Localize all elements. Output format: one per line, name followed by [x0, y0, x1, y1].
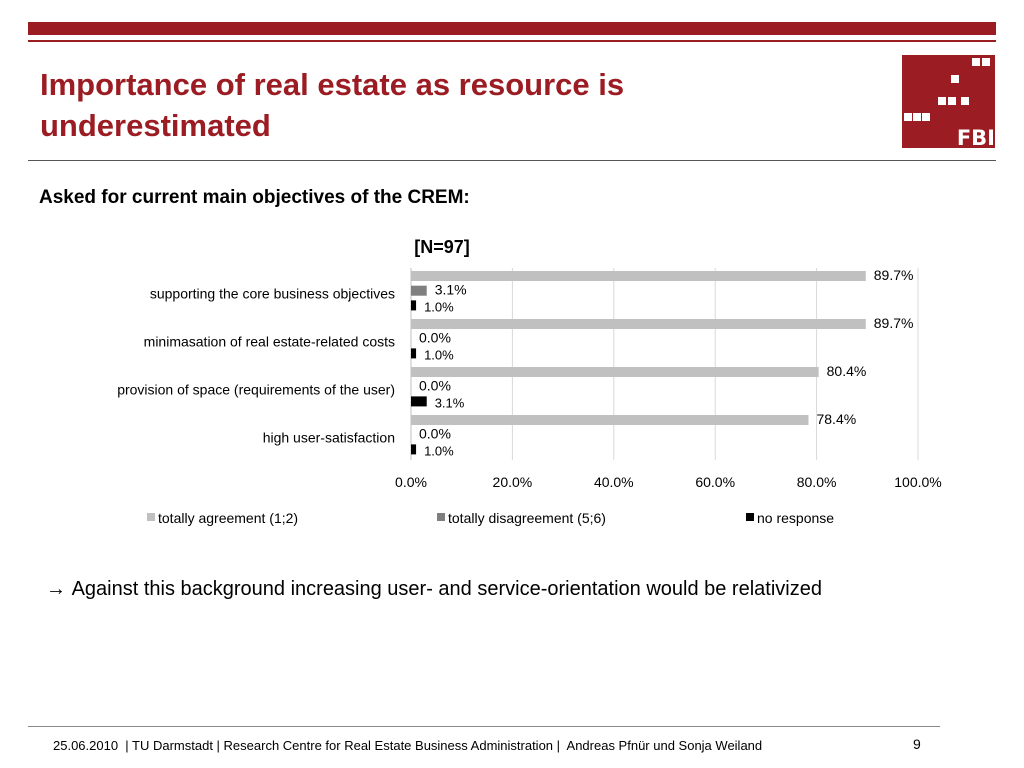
arrow-right-icon: →	[46, 578, 66, 600]
x-tick-label: 60.0%	[695, 474, 735, 490]
data-label: 80.4%	[827, 363, 867, 379]
legend-swatch	[147, 513, 155, 521]
bar	[411, 271, 866, 281]
category-label: high user-satisfaction	[263, 430, 395, 446]
category-label: minimasation of real estate-related cost…	[144, 334, 395, 350]
chart-title: [N=97]	[414, 237, 470, 257]
bar	[411, 348, 417, 359]
chart-question: Asked for current main objectives of the…	[39, 187, 470, 208]
logo-text: FBI	[956, 126, 995, 148]
data-label: 0.0%	[419, 330, 451, 346]
title-separator	[28, 160, 996, 161]
conclusion-text: Against this background increasing user-…	[71, 578, 822, 600]
legend-swatch	[437, 513, 445, 521]
bar	[411, 396, 427, 407]
data-label: 0.0%	[419, 426, 451, 442]
data-label: 0.0%	[419, 378, 451, 394]
data-label: 89.7%	[874, 267, 914, 283]
x-tick-label: 40.0%	[594, 474, 634, 490]
x-tick-label: 20.0%	[493, 474, 533, 490]
data-label: 1.0%	[424, 299, 454, 314]
legend-label: totally agreement (1;2)	[158, 510, 298, 526]
slide-title: Importance of real estate as resource is…	[40, 64, 840, 146]
footer-text: 25.06.2010 | TU Darmstadt | Research Cen…	[53, 738, 763, 753]
x-tick-label: 0.0%	[395, 474, 427, 490]
top-accent-line	[28, 40, 996, 42]
data-label: 3.1%	[435, 395, 465, 410]
x-tick-label: 100.0%	[894, 474, 941, 490]
legend-label: no response	[757, 510, 834, 526]
data-label: 3.1%	[435, 282, 467, 298]
bar	[411, 415, 809, 425]
slide-title-line-1: Importance of real estate as resource is	[40, 67, 625, 102]
conclusion-note: → Against this background increasing use…	[46, 578, 822, 601]
bar	[411, 285, 427, 296]
data-label: 1.0%	[424, 347, 454, 362]
bar	[411, 444, 417, 455]
bar	[411, 319, 866, 329]
category-label: provision of space (requirements of the …	[117, 382, 395, 398]
legend-swatch	[746, 513, 754, 521]
legend-label: totally disagreement (5;6)	[448, 510, 606, 526]
data-label: 89.7%	[874, 315, 914, 331]
bar	[411, 367, 819, 377]
bar	[411, 300, 417, 311]
footer-separator	[28, 726, 940, 727]
slide-title-line-2: underestimated	[40, 108, 271, 143]
page-number: 9	[913, 736, 921, 752]
fbi-logo: FBI	[902, 55, 995, 148]
x-tick-label: 80.0%	[797, 474, 837, 490]
bar-chart: [N=97] 0.0% 20.0% 40.0% 60.0% 80.0% 100.0% supp…	[117, 237, 942, 526]
data-label: 78.4%	[816, 411, 856, 427]
top-accent-bar	[28, 22, 996, 35]
category-label: supporting the core business objectives	[150, 286, 395, 302]
data-label: 1.0%	[424, 443, 454, 458]
